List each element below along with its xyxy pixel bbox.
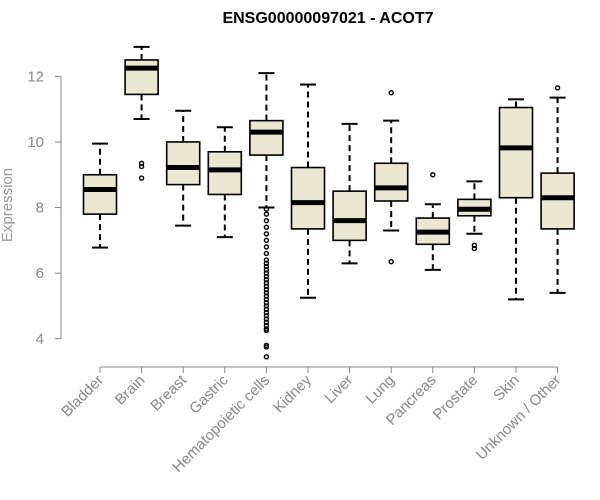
- chart-title: ENSG00000097021 - ACOT7: [222, 10, 433, 27]
- outlier-point: [263, 263, 270, 270]
- outlier-point: [263, 224, 270, 230]
- x-tick-label: Brain: [112, 372, 149, 409]
- outlier-point: [263, 217, 270, 224]
- outlier-point: [263, 280, 270, 286]
- box: [82, 173, 118, 215]
- box-group: [124, 45, 159, 181]
- x-tick-label: Skin: [490, 372, 523, 405]
- outlier-point: [263, 303, 270, 309]
- outlier-point: [263, 319, 270, 326]
- box: [290, 166, 326, 230]
- x-tick-label: Breast: [147, 371, 190, 414]
- outlier-point: [263, 316, 270, 322]
- box: [540, 172, 575, 230]
- outlier-point: [263, 211, 270, 217]
- x-tick-label: Kidney: [270, 371, 315, 416]
- outlier-point: [263, 244, 270, 250]
- boxes: [82, 45, 575, 360]
- box: [207, 151, 243, 196]
- outlier-point: [138, 175, 145, 181]
- outlier-point: [554, 85, 561, 91]
- outlier-point: [263, 206, 270, 212]
- box-group: [540, 85, 575, 294]
- outlier-point: [263, 322, 270, 329]
- outlier-point: [263, 286, 270, 293]
- box-group: [82, 142, 118, 249]
- axes: 4 6 8 10 12: [27, 68, 559, 373]
- y-tick-label: 12: [27, 68, 44, 85]
- box-group: [207, 126, 243, 239]
- x-tick-label: Lung: [362, 372, 398, 408]
- outlier-point: [263, 267, 270, 273]
- outlier-point: [263, 309, 270, 316]
- outlier-point: [263, 283, 270, 289]
- outlier-point: [263, 313, 270, 319]
- box: [165, 141, 201, 186]
- outlier-point: [388, 90, 394, 96]
- box-group: [415, 172, 451, 271]
- y-tick-label: 10: [27, 134, 44, 151]
- outlier-point: [263, 327, 270, 334]
- outlier-point: [388, 258, 394, 265]
- box: [249, 119, 284, 156]
- outlier-point: [263, 293, 270, 299]
- outlier-point: [138, 163, 145, 170]
- box-group: [249, 72, 284, 360]
- outlier-point: [263, 299, 270, 306]
- box: [332, 190, 367, 242]
- y-tick-label: 4: [36, 331, 44, 348]
- outlier-point: [471, 245, 478, 252]
- box-group: [373, 90, 409, 265]
- box: [124, 59, 159, 96]
- outlier-point: [263, 296, 270, 303]
- box-group: [457, 180, 492, 252]
- y-axis-label: Expression: [0, 168, 16, 242]
- outlier-point: [263, 290, 270, 296]
- box-group: [165, 109, 201, 227]
- y-tick-label: 6: [36, 265, 44, 282]
- box-group: [498, 98, 534, 301]
- outlier-point: [263, 250, 270, 257]
- box: [373, 162, 409, 202]
- outlier-point: [263, 257, 270, 263]
- outlier-point: [138, 160, 145, 166]
- outlier-point: [430, 172, 436, 178]
- outlier-point: [263, 354, 270, 360]
- outlier-point: [263, 270, 270, 276]
- box-group: [332, 122, 367, 265]
- outlier-point: [263, 273, 270, 280]
- outlier-point: [263, 344, 270, 350]
- y-tick-label: 8: [36, 200, 44, 217]
- outlier-point: [263, 231, 270, 237]
- box: [498, 106, 534, 199]
- outlier-point: [263, 237, 270, 244]
- x-tick-label: Bladder: [58, 372, 107, 421]
- outlier-point: [263, 260, 270, 267]
- x-tick-label: Liver: [321, 372, 356, 407]
- outlier-point: [263, 277, 270, 283]
- outlier-point: [471, 242, 478, 248]
- x-tick-label: Prostate: [430, 372, 482, 424]
- outlier-point: [263, 306, 270, 312]
- box-group: [290, 83, 326, 299]
